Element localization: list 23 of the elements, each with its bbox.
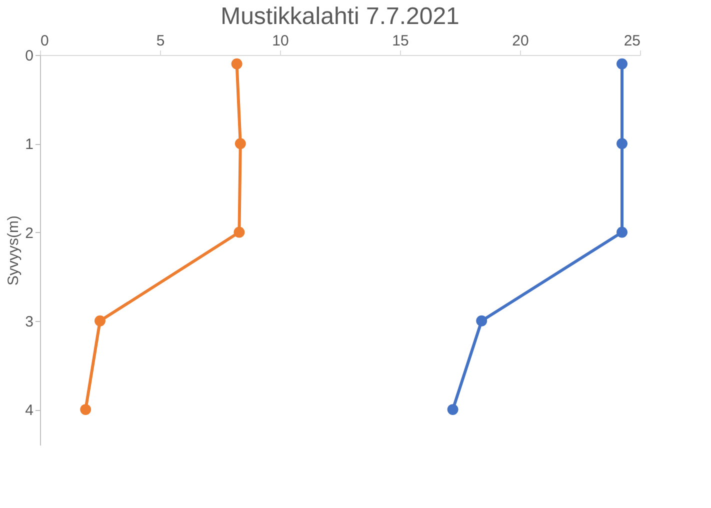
point xyxy=(94,315,106,326)
y-axis-title: Syvyys(m) xyxy=(5,216,22,286)
x-tick-label: 20 xyxy=(512,32,529,50)
y-tick-label: 3 xyxy=(25,313,34,330)
point xyxy=(234,138,246,150)
point xyxy=(80,404,92,416)
y-tick-label: 2 xyxy=(25,224,34,242)
x-tick-label: 0 xyxy=(40,32,49,50)
x-tick-label: 5 xyxy=(156,32,165,50)
point xyxy=(231,58,242,70)
y-tick-label: 1 xyxy=(25,136,34,154)
x-tick-label: 15 xyxy=(392,32,409,50)
point xyxy=(616,138,628,150)
x-tick-label: 25 xyxy=(624,32,640,50)
point xyxy=(447,404,458,416)
chart-title: Mustikkalahti 7.7.2021 xyxy=(220,3,460,30)
point xyxy=(234,226,245,238)
point xyxy=(616,58,628,70)
point xyxy=(476,315,488,326)
x-tick-label: 10 xyxy=(272,32,289,50)
y-tick-label: 4 xyxy=(25,402,34,420)
point xyxy=(616,226,628,238)
y-tick-label: 0 xyxy=(25,48,34,64)
